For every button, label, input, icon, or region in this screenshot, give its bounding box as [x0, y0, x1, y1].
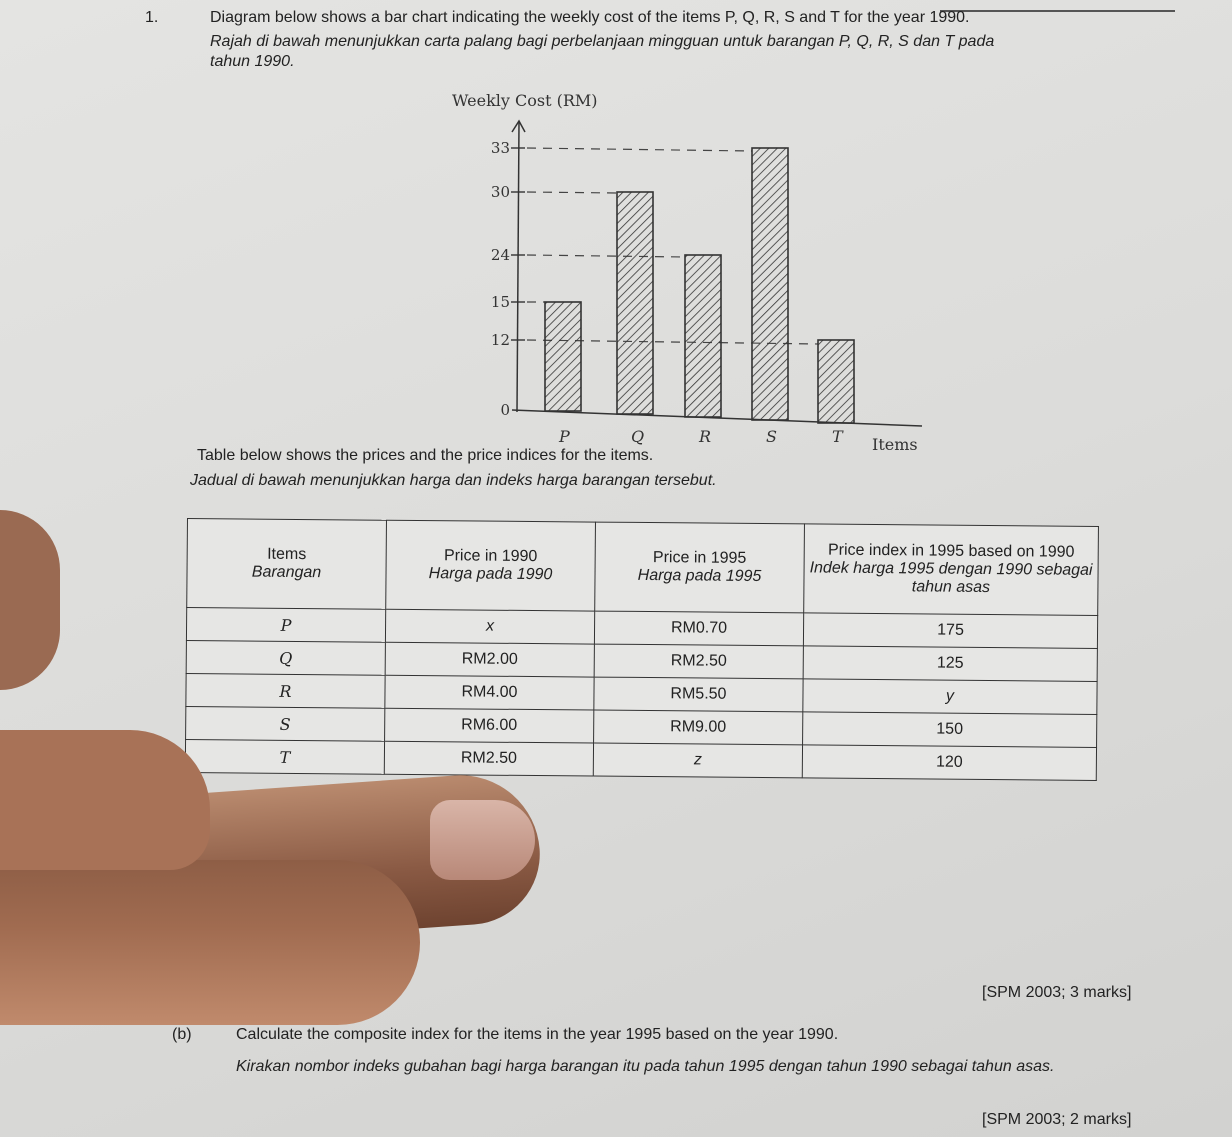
- cell-price-index: 120: [802, 744, 1097, 781]
- y-tick-label: 30: [491, 183, 510, 201]
- table-intro-ms: Jadual di bawah menunjukkan harga dan in…: [190, 472, 717, 489]
- part-b-text-ms: Kirakan nombor indeks gubahan bagi harga…: [236, 1058, 1055, 1075]
- part-b-text-en: Calculate the composite index for the it…: [236, 1026, 839, 1043]
- bar-P: [544, 301, 582, 412]
- table-row: T RM2.50 z 120: [185, 739, 1097, 781]
- cell-price-1995: RM2.50: [594, 644, 804, 679]
- question-number: 1.: [145, 9, 159, 26]
- cell-price-1995: RM5.50: [593, 677, 804, 712]
- x-category-label: Q: [631, 427, 644, 446]
- table-header-row: Items Barangan Price in 1990 Harga pada 19…: [186, 518, 1099, 616]
- y-tick-label: 0: [500, 401, 510, 419]
- cell-item: T: [185, 739, 385, 775]
- y-axis-label: Weekly Cost (RM): [452, 91, 598, 110]
- cell-price-1990: RM2.50: [384, 741, 594, 777]
- x-axis-label: Items: [872, 435, 918, 454]
- cell-price-1995: z: [593, 743, 803, 778]
- top-rule: [940, 10, 1175, 12]
- bar-S: [751, 147, 789, 421]
- question-text-ms: Rajah di bawah menunjukkan carta palang …: [210, 32, 1180, 72]
- reference-line: [526, 191, 618, 194]
- y-axis: [516, 121, 520, 413]
- cell-item: S: [185, 706, 385, 742]
- question-text-en: Diagram below shows a bar chart indicati…: [210, 9, 970, 26]
- cell-price-index: y: [802, 678, 1098, 715]
- hand-photo-overlay: [0, 860, 420, 1025]
- cell-price-1990: RM2.00: [385, 642, 595, 678]
- x-category-label: T: [832, 427, 844, 446]
- x-category-label: R: [698, 427, 711, 446]
- y-axis-arrow: [511, 119, 526, 133]
- question-text-ms-2: tahun 1990.: [210, 53, 295, 70]
- cell-price-1990: RM4.00: [384, 675, 595, 711]
- y-tick-label: 15: [491, 293, 510, 311]
- part-a-marks: [SPM 2003; 3 marks]: [982, 984, 1132, 1001]
- header-price-1995: Price in 1995 Harga pada 1995: [594, 522, 805, 613]
- bar-R: [684, 254, 722, 418]
- y-tick-label: 33: [491, 139, 510, 157]
- cell-item: P: [186, 607, 386, 643]
- y-tick-label: 24: [491, 246, 510, 264]
- bar-Q: [616, 191, 654, 415]
- table-intro-en: Table below shows the prices and the pri…: [197, 447, 654, 464]
- cell-price-index: 150: [802, 711, 1097, 748]
- question-text-ms-1: Rajah di bawah menunjukkan carta palang …: [210, 33, 995, 50]
- bar-chart: Weekly Cost (RM) 0 12 15 24 30 33 P Q R S T Items: [452, 91, 923, 454]
- cell-price-index: 125: [803, 645, 1098, 682]
- reference-line: [526, 147, 753, 152]
- cell-price-1995: RM9.00: [593, 710, 803, 745]
- finger-side-overlay: [0, 730, 210, 870]
- cell-price-1990: x: [385, 609, 595, 645]
- reference-line: [526, 254, 686, 258]
- fingernail: [430, 800, 535, 880]
- finger-upper-overlay: [0, 510, 60, 690]
- bar-T: [817, 339, 855, 424]
- part-b-label: (b): [172, 1026, 192, 1043]
- header-items: Items Barangan: [186, 518, 387, 610]
- cell-item: R: [185, 673, 386, 709]
- header-price-1990: Price in 1990 Harga pada 1990: [385, 520, 596, 612]
- x-category-label: S: [766, 427, 777, 446]
- cell-price-1990: RM6.00: [384, 708, 594, 744]
- x-category-label: P: [558, 427, 570, 446]
- header-price-index: Price index in 1995 based on 1990 Indek h…: [803, 523, 1099, 616]
- part-b-marks: [SPM 2003; 2 marks]: [982, 1111, 1132, 1128]
- x-axis: [511, 409, 923, 427]
- cell-price-1995: RM0.70: [594, 611, 804, 646]
- price-table: Items Barangan Price in 1990 Harga pada 19…: [184, 518, 1099, 781]
- cell-price-index: 175: [803, 612, 1098, 649]
- cell-item: Q: [186, 640, 386, 676]
- y-tick-label: 12: [491, 331, 510, 349]
